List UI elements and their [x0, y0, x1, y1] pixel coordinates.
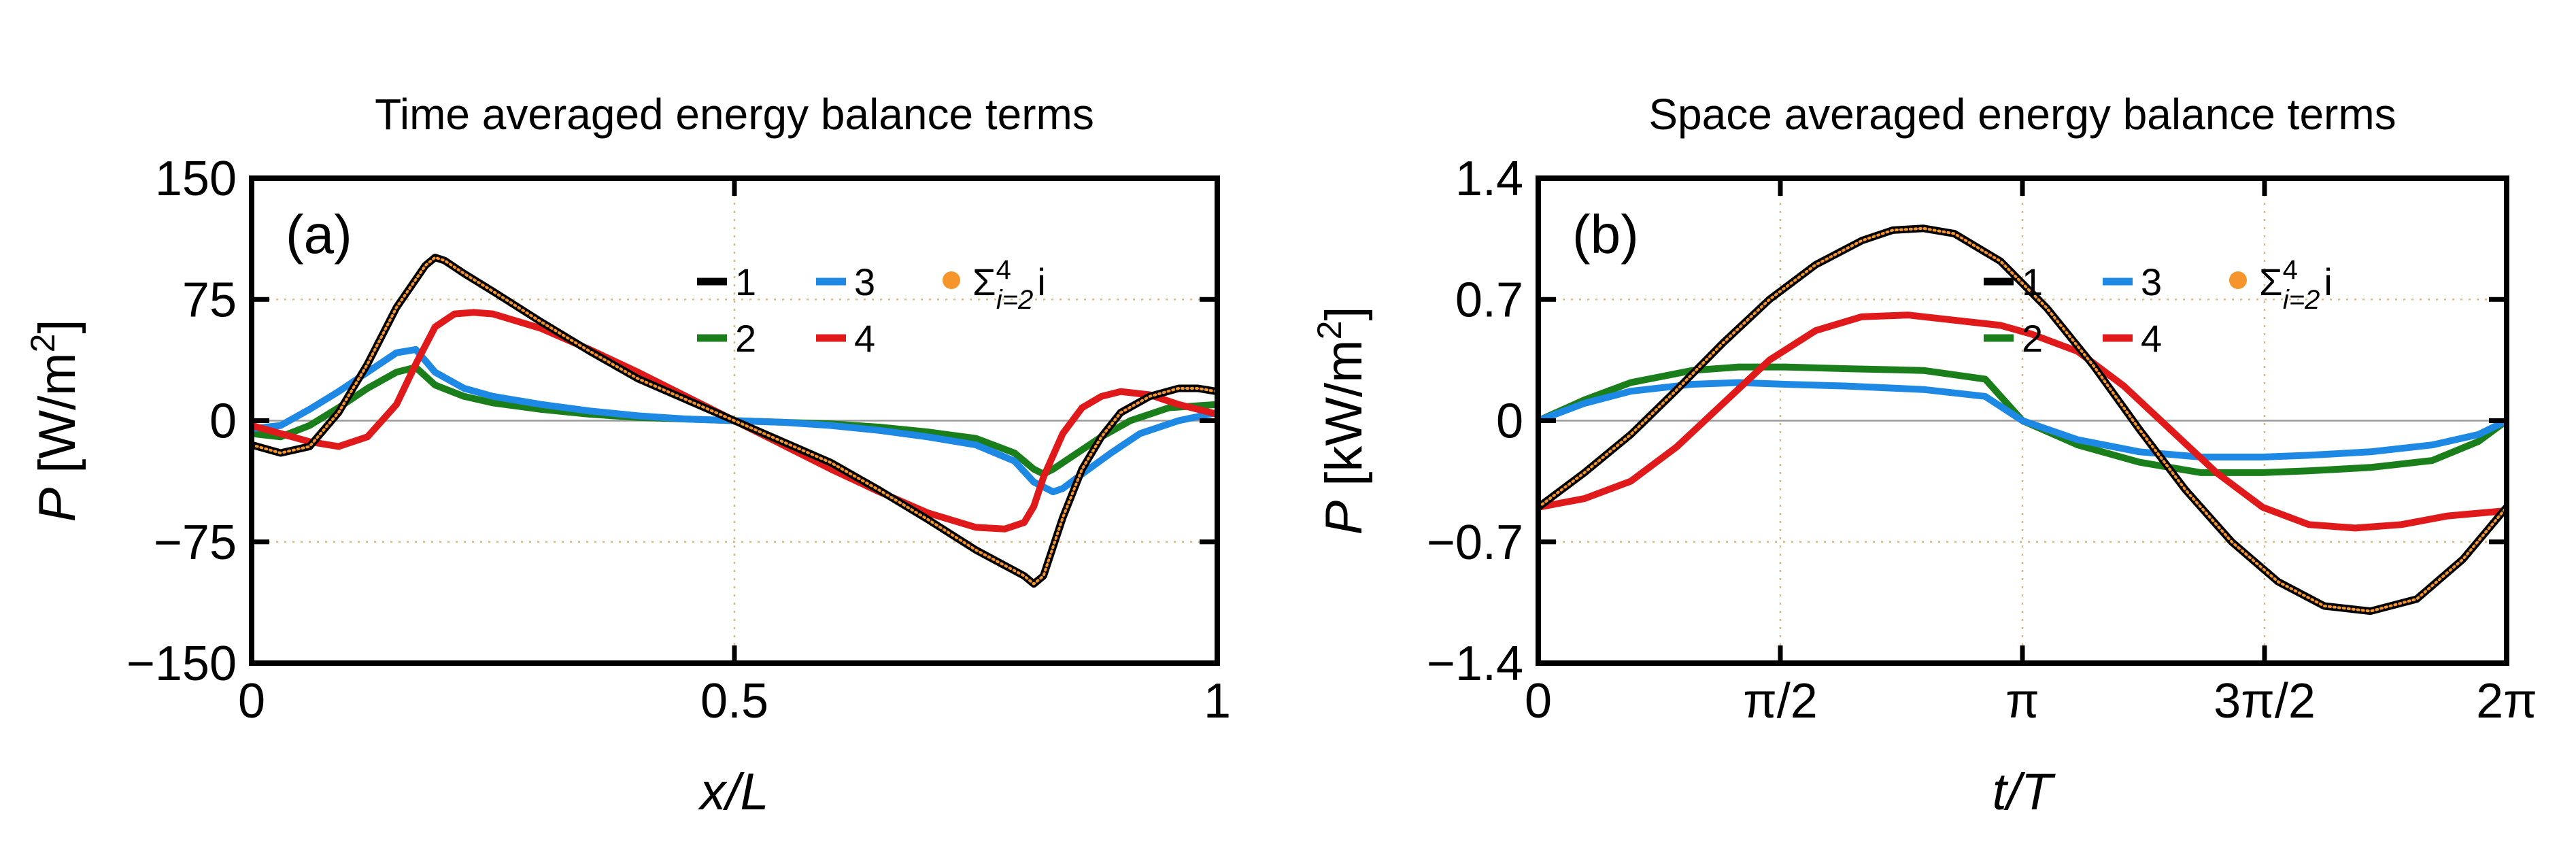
legend-sum-sup: 4 [996, 255, 1011, 285]
ytick-label: 150 [155, 152, 237, 206]
legend-sum-sub: i=2 [2283, 285, 2320, 315]
xtick-label: 1 [1204, 674, 1231, 728]
panel-label: (a) [286, 204, 352, 265]
x-axis-label: x/L [697, 763, 768, 821]
y-axis-unit: [W/m [29, 352, 86, 487]
y-axis-unit: [kW/m [1315, 339, 1373, 500]
xtick-label: 0 [238, 674, 265, 728]
ytick-label: −150 [126, 637, 237, 691]
series-line-3 [1538, 379, 2507, 460]
xtick-label: 3π/2 [2214, 674, 2316, 728]
legend-sum-sub: i=2 [996, 285, 1034, 315]
legend-swatch-sum [943, 271, 960, 289]
series-line-4 [1538, 311, 2507, 532]
xtick-label: π [2005, 674, 2039, 728]
legend-label-2: 2 [735, 317, 756, 360]
y-axis-var: P [29, 488, 86, 522]
panel-b: Space averaged energy balance terms −1.4 −… [1310, 90, 2537, 821]
ytick-label: −0.7 [1427, 516, 1523, 570]
y-axis-var: P [1315, 501, 1373, 535]
legend-label-3: 3 [2141, 260, 2162, 303]
x-axis-label: t/T [1993, 763, 2056, 821]
xtick-label: 0.5 [700, 674, 768, 728]
series-sum-dots [1538, 226, 2507, 613]
chart-title: Space averaged energy balance terms [1648, 90, 2396, 139]
legend-sum-var: i [1037, 260, 1045, 303]
ytick-label: 0 [209, 394, 237, 449]
panel-label: (b) [1572, 204, 1639, 265]
y-axis-unit-exp: 2 [24, 334, 62, 353]
ytick-label: 0 [1496, 394, 1523, 449]
ytick-label: 1.4 [1455, 152, 1523, 206]
legend-label-sum: Σ4 i=2 i [972, 255, 1046, 315]
legend-label-1: 1 [2022, 260, 2043, 303]
legend-label-4: 4 [2141, 317, 2162, 360]
legend-label-3: 3 [854, 260, 875, 303]
series-sum-dots [252, 256, 1217, 586]
ytick-label: −1.4 [1427, 637, 1523, 691]
legend-sum-var: i [2324, 260, 2332, 303]
ytick-label: −75 [154, 516, 237, 570]
y-axis-label: P [kW/m2] [1310, 306, 1373, 535]
ytick-label: 0.7 [1455, 273, 1523, 327]
legend-label-1: 1 [735, 260, 756, 303]
y-axis-unit-exp: 2 [1310, 321, 1349, 340]
panel-a: Time averaged energy balance terms −150 −7… [24, 90, 1231, 821]
chart-title: Time averaged energy balance terms [375, 90, 1094, 139]
xtick-label: 0 [1525, 674, 1552, 728]
legend-sum-sup: 4 [2283, 255, 2298, 285]
legend-sum-sigma: Σ [972, 260, 996, 303]
legend-label-4: 4 [854, 317, 875, 360]
legend-label-sum: Σ4 i=2 i [2259, 255, 2333, 315]
y-axis-unit-close: ] [1315, 306, 1373, 320]
legend-label-2: 2 [2022, 317, 2043, 360]
legend-sum-sigma: Σ [2259, 260, 2283, 303]
legend-swatch-sum [2229, 271, 2247, 289]
xtick-label: π/2 [1743, 674, 1818, 728]
ytick-label: 75 [182, 273, 237, 327]
y-axis-label: P [W/m2] [24, 319, 86, 522]
y-axis-unit-close: ] [29, 319, 86, 333]
xtick-label: 2π [2476, 674, 2537, 728]
